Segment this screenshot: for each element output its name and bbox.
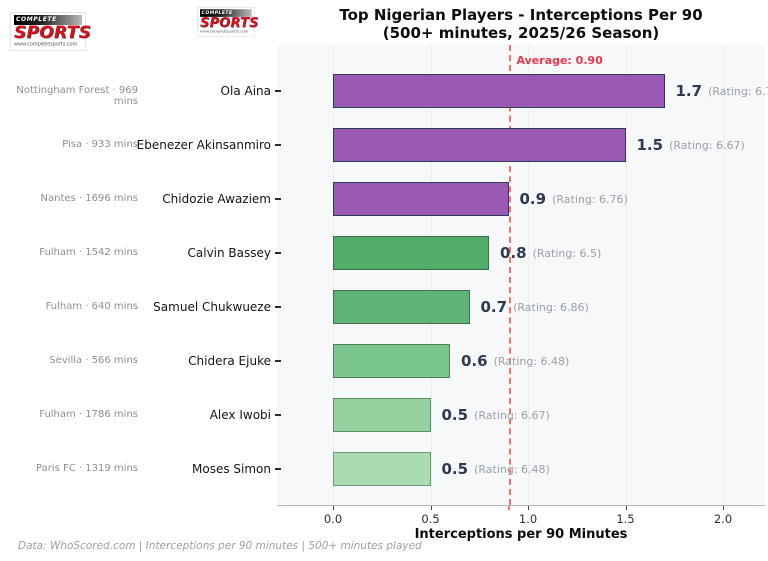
club-minutes-label: Fulham · 1786 mins (39, 409, 138, 420)
player-name-label: Alex Iwobi (209, 408, 271, 422)
bar-alex-iwobi (333, 398, 431, 432)
x-axis-tick (528, 506, 529, 510)
y-axis-tick-mark (275, 360, 281, 362)
x-axis-tick (333, 506, 334, 510)
bar-value-label: 0.6 (461, 352, 488, 370)
bar-chidera-ejuke (333, 344, 450, 378)
bar-chidozie-awaziem (333, 182, 509, 216)
gridline (333, 45, 334, 505)
average-label: Average: 0.90 (516, 54, 603, 67)
player-name-label: Moses Simon (192, 462, 271, 476)
bar-value-group: 0.6 (Rating: 6.48) (461, 344, 569, 378)
club-minutes-label: Nottingham Forest · 969 mins (16, 85, 138, 107)
player-name-row: Ebenezer Akinsanmiro (0, 137, 281, 153)
data-source-note: Data: WhoScored.com | Interceptions per … (18, 540, 422, 552)
logo-sports-text: SPORTS (14, 23, 92, 43)
player-name-label: Calvin Bassey (187, 246, 272, 260)
player-name-row: Chidozie Awaziem (0, 191, 281, 207)
bar-ola-aina (333, 74, 665, 108)
y-axis-tick-mark (275, 144, 281, 146)
chart-title-line1: Top Nigerian Players - Interceptions Per… (339, 6, 703, 24)
bar-value-label: 0.5 (441, 460, 469, 478)
complete-sports-logo: COMPLETE SPORTS www.completesports.com (10, 12, 92, 51)
bar-value-label: 0.5 (441, 406, 469, 424)
player-name-label: Chidozie Awaziem (162, 192, 271, 206)
gridline (528, 45, 529, 505)
bar-rating-label: (Rating: 6.48) (474, 462, 550, 476)
y-axis-tick-mark (275, 306, 281, 308)
player-name-row: Alex Iwobi (0, 407, 281, 423)
y-axis-tick-mark (275, 90, 281, 92)
logo-sports-text: SPORTS (200, 15, 259, 31)
club-minutes-label: Nantes · 1696 mins (40, 193, 138, 204)
bar-value-group: 0.8 (Rating: 6.5) (500, 236, 601, 270)
plot-area: Average: 0.90 1.7 (Rating: 6.79) 1.5 (Rating… (277, 45, 768, 505)
bar-rating-label: (Rating: 6.5) (532, 246, 602, 260)
player-name-label: Chidera Ejuke (188, 354, 271, 368)
logo-url-text: www.completesports.com (200, 29, 249, 34)
club-minutes-label: Fulham · 1542 mins (39, 247, 138, 258)
x-axis-tick (723, 506, 724, 510)
bar-value-label: 0.8 (500, 244, 527, 262)
y-axis-tick-mark (275, 198, 281, 200)
bar-value-group: 0.5 (Rating: 6.67) (442, 398, 550, 432)
complete-sports-logo-small: COMPLETE SPORTS www.completesports.com (197, 7, 259, 37)
bar-value-group: 1.7 (Rating: 6.79) (676, 74, 768, 108)
bar-value-label: 0.9 (519, 190, 547, 208)
bar-rating-label: (Rating: 6.79) (708, 84, 768, 98)
bar-rating-label: (Rating: 6.76) (552, 192, 628, 206)
player-name-row: Calvin Bassey (0, 245, 281, 261)
gridline (723, 45, 724, 505)
player-name-label: Samuel Chukwueze (153, 300, 271, 314)
x-axis-tick-label: 1.0 (518, 512, 538, 526)
club-minutes-label: Fulham · 640 mins (45, 301, 138, 312)
club-minutes-label: Paris FC · 1319 mins (36, 463, 138, 474)
club-minutes-label: Pisa · 933 mins (62, 139, 138, 150)
bar-rating-label: (Rating: 6.48) (493, 354, 570, 368)
logo-complete-text: COMPLETE (14, 15, 82, 25)
gridline (625, 45, 627, 505)
bar-value-label: 0.7 (480, 298, 508, 316)
y-axis-tick-mark (275, 414, 281, 416)
y-axis-tick-mark (275, 252, 281, 254)
chart-title-line2: (500+ minutes, 2025/26 Season) (382, 24, 660, 42)
player-name-label: Ebenezer Akinsanmiro (136, 138, 271, 152)
bar-ebenezer-akinsanmiro (333, 128, 626, 162)
bar-calvin-bassey (333, 236, 489, 270)
bar-moses-simon (333, 452, 431, 486)
x-axis-tick-label: 1.5 (616, 512, 635, 526)
bar-value-label: 1.5 (636, 136, 664, 154)
player-name-row: Ola Aina (0, 83, 281, 99)
bar-value-group: 0.5 (Rating: 6.48) (442, 452, 550, 486)
bar-value-group: 0.7 (Rating: 6.86) (481, 290, 589, 324)
x-axis-tick-label: 0.5 (421, 512, 440, 526)
x-axis-tick-label: 2.0 (713, 512, 733, 526)
player-name-row: Chidera Ejuke (0, 353, 281, 369)
average-axis-tick (507, 506, 510, 510)
gridline (430, 45, 432, 505)
bar-value-label: 1.7 (675, 82, 703, 100)
x-axis-tick (430, 506, 432, 510)
y-axis-tick-mark (275, 468, 281, 470)
player-name-label: Ola Aina (220, 84, 271, 98)
bar-value-group: 0.9 (Rating: 6.76) (520, 182, 628, 216)
bar-value-group: 1.5 (Rating: 6.67) (637, 128, 745, 162)
x-axis-line (277, 505, 765, 506)
x-axis-tick (625, 506, 627, 510)
player-name-row: Samuel Chukwueze (0, 299, 281, 315)
club-minutes-label: Sevilla · 566 mins (49, 355, 138, 366)
logo-complete-text: COMPLETE (200, 9, 252, 17)
average-line (508, 45, 511, 505)
bar-rating-label: (Rating: 6.86) (513, 300, 589, 314)
bar-rating-label: (Rating: 6.67) (669, 138, 745, 152)
x-axis-title: Interceptions per 90 Minutes (414, 527, 628, 542)
bar-rating-label: (Rating: 6.67) (474, 408, 550, 422)
bar-samuel-chukwueze (333, 290, 470, 324)
logo-url-text: www.completesports.com (14, 41, 78, 48)
player-name-row: Moses Simon (0, 461, 281, 477)
chart-title: Top Nigerian Players - Interceptions Per… (277, 6, 765, 42)
x-axis-tick-label: 0.0 (323, 512, 343, 526)
